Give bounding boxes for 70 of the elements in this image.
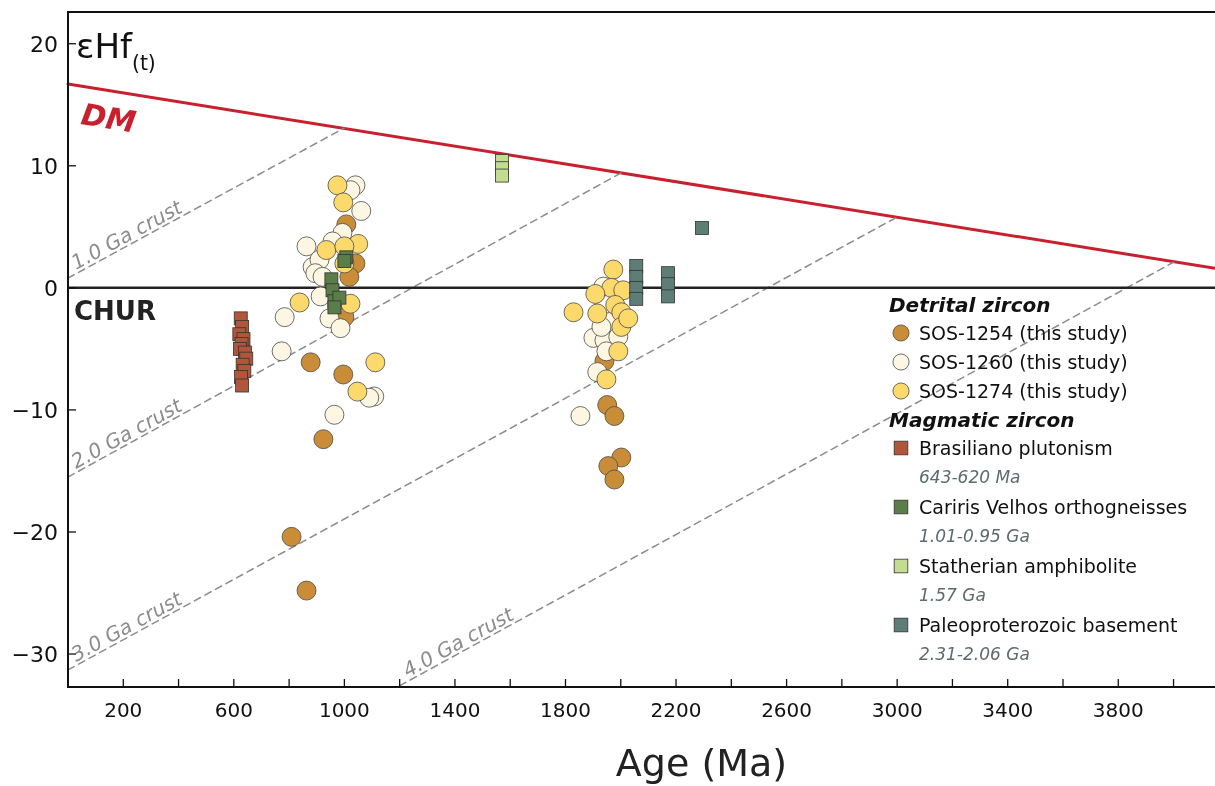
point	[618, 308, 639, 329]
y-tick-label: 20	[30, 31, 58, 57]
annotation: 1.57 Ga	[919, 585, 986, 605]
y-tick-label: −20	[11, 519, 58, 545]
point	[570, 406, 591, 426]
x-tick-label: 600	[214, 698, 253, 722]
y-tick-label: 0	[44, 275, 58, 301]
point	[300, 352, 321, 373]
text: 1.0 Ga crust	[66, 194, 187, 275]
x-tick-label: 1400	[429, 698, 481, 722]
point	[695, 221, 709, 235]
legend-label: SOS-1274 (this study)	[919, 380, 1128, 402]
point	[347, 381, 368, 402]
point	[608, 341, 629, 362]
point	[333, 192, 354, 213]
point	[365, 352, 386, 373]
point	[351, 201, 372, 221]
point	[661, 289, 675, 304]
point	[327, 175, 348, 196]
x-tick-label: 2200	[650, 698, 702, 722]
legend-label: SOS-1254 (this study)	[919, 322, 1128, 344]
point	[604, 406, 625, 426]
legend-label: Statherian amphibolite	[919, 555, 1138, 577]
x-tick-label: 2600	[761, 698, 813, 722]
point	[596, 369, 617, 390]
point	[603, 259, 624, 280]
x-tick-label: 1800	[540, 698, 591, 722]
annotation: 643-620 Ma	[919, 467, 1021, 487]
y-tick-label: −10	[11, 397, 58, 423]
legend-label: Cariris Velhos orthogneisses	[919, 496, 1188, 518]
point	[274, 307, 295, 328]
point	[587, 303, 608, 324]
point	[585, 284, 606, 304]
x-tick-label: 3000	[871, 698, 923, 722]
legend-label: Paleoproterozoic basement	[919, 614, 1178, 636]
annotation: 2.31-2.06 Ga	[919, 644, 1030, 664]
text: 4.0 Ga crust	[398, 601, 519, 683]
point	[281, 526, 302, 547]
point	[563, 302, 584, 323]
x-tick-label: 3400	[982, 698, 1034, 722]
x-tick-label: 3800	[1092, 698, 1144, 722]
legend-label: SOS-1260 (this study)	[919, 351, 1128, 373]
annotation: Detrital zircon	[889, 293, 1051, 317]
point	[495, 168, 509, 183]
y-tick-label: −30	[11, 642, 58, 668]
point	[313, 429, 334, 450]
x-axis-title: Age (Ma)	[615, 741, 788, 785]
annotation: Magmatic zircon	[889, 408, 1075, 432]
text: 3.0 Ga crust	[66, 586, 187, 667]
point	[327, 300, 342, 315]
text: 2.0 Ga crust	[66, 392, 187, 474]
annotation: 1.01-0.95 Ga	[919, 526, 1030, 546]
x-tick-label: 1000	[318, 698, 370, 722]
point	[235, 378, 250, 393]
ref-line-label: CHUR	[74, 295, 156, 326]
point	[316, 240, 337, 260]
point	[333, 364, 354, 385]
point	[296, 580, 317, 601]
point	[604, 469, 625, 490]
point	[324, 404, 345, 425]
legend-label: Brasiliano plutonism	[919, 437, 1113, 459]
point	[289, 292, 310, 313]
point	[296, 236, 317, 257]
x-tick-label: 200	[104, 698, 143, 722]
point	[629, 291, 644, 306]
y-tick-label: 10	[30, 153, 58, 179]
point	[330, 318, 351, 339]
text: DM	[78, 96, 139, 140]
y-axis-title: εHf$_{(t)}$	[76, 26, 156, 75]
point	[271, 341, 292, 362]
